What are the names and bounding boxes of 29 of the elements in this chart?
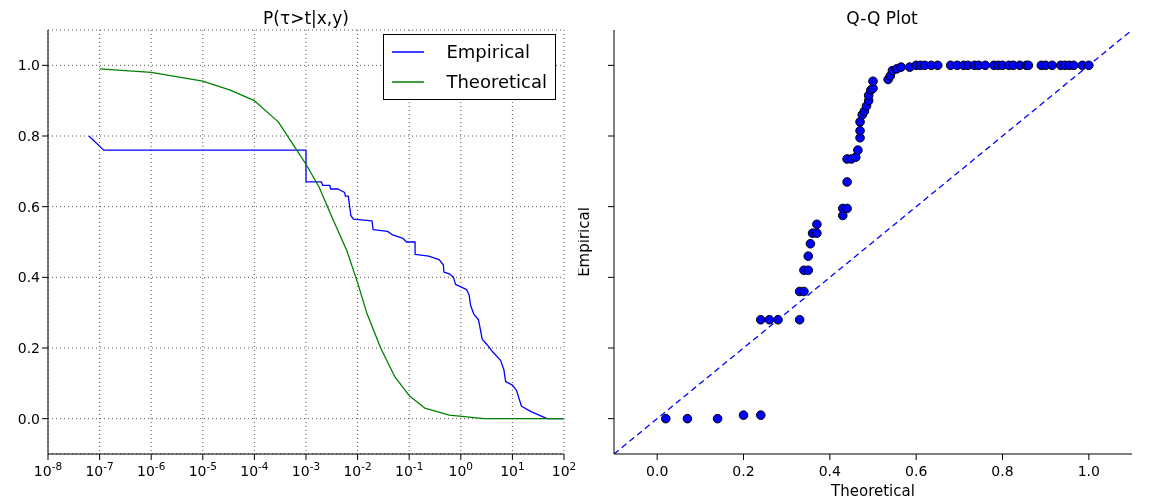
- x-tick-label: 10$^{-4}$: [240, 460, 269, 479]
- x-tick-label: 10$^{-1}$: [395, 460, 424, 479]
- x-tick-label: 0.6: [905, 463, 928, 479]
- chart-title: Q-Q Plot: [846, 8, 918, 28]
- legend-label: Empirical: [446, 40, 531, 64]
- legend-label: Theoretical: [446, 70, 547, 94]
- x-tick-label: 1.0: [1077, 463, 1100, 479]
- y-tick-label: 0.0: [17, 410, 40, 427]
- x-tick-label: 10$^{0}$: [448, 460, 474, 479]
- x-tick-label: 10$^{2}$: [551, 460, 577, 479]
- x-tick-label: 10$^{1}$: [500, 460, 525, 479]
- y-tick-label: 0.4: [17, 269, 41, 286]
- x-tick-label: 0.0: [646, 463, 669, 479]
- x-tick-label: 0.8: [991, 463, 1014, 479]
- y-tick-label: 0.2: [17, 340, 40, 356]
- chart-title: P(τ>t|x,y): [263, 8, 349, 28]
- x-tick-label: 0.4: [818, 463, 842, 479]
- y-axis-title: Empirical: [575, 207, 594, 277]
- x-tick-label: 10$^{-6}$: [137, 460, 166, 479]
- x-tick-label: 0.2: [732, 463, 755, 479]
- y-tick-label: 0.8: [17, 128, 40, 144]
- x-tick-label: 10$^{-8}$: [33, 460, 63, 479]
- x-tick-label: 10$^{-2}$: [343, 460, 372, 479]
- y-tick-label: 0.6: [17, 198, 41, 215]
- x-tick-label: 10$^{-3}$: [291, 460, 321, 479]
- x-tick-label: 10$^{-5}$: [188, 460, 217, 479]
- x-axis-title: Theoretical: [830, 482, 915, 500]
- y-tick-label: 1.0: [17, 57, 40, 74]
- x-tick-label: 10$^{-7}$: [85, 460, 114, 479]
